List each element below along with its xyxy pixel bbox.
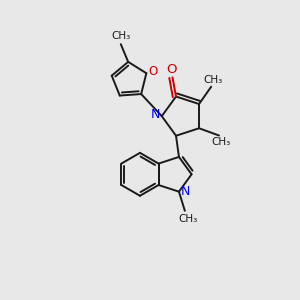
Text: CH₃: CH₃ <box>111 31 130 41</box>
Text: N: N <box>181 185 190 198</box>
Text: O: O <box>148 65 158 78</box>
Text: O: O <box>167 63 177 76</box>
Text: N: N <box>151 108 160 121</box>
Text: CH₃: CH₃ <box>212 137 231 147</box>
Text: CH₃: CH₃ <box>203 75 222 85</box>
Text: CH₃: CH₃ <box>178 214 197 224</box>
